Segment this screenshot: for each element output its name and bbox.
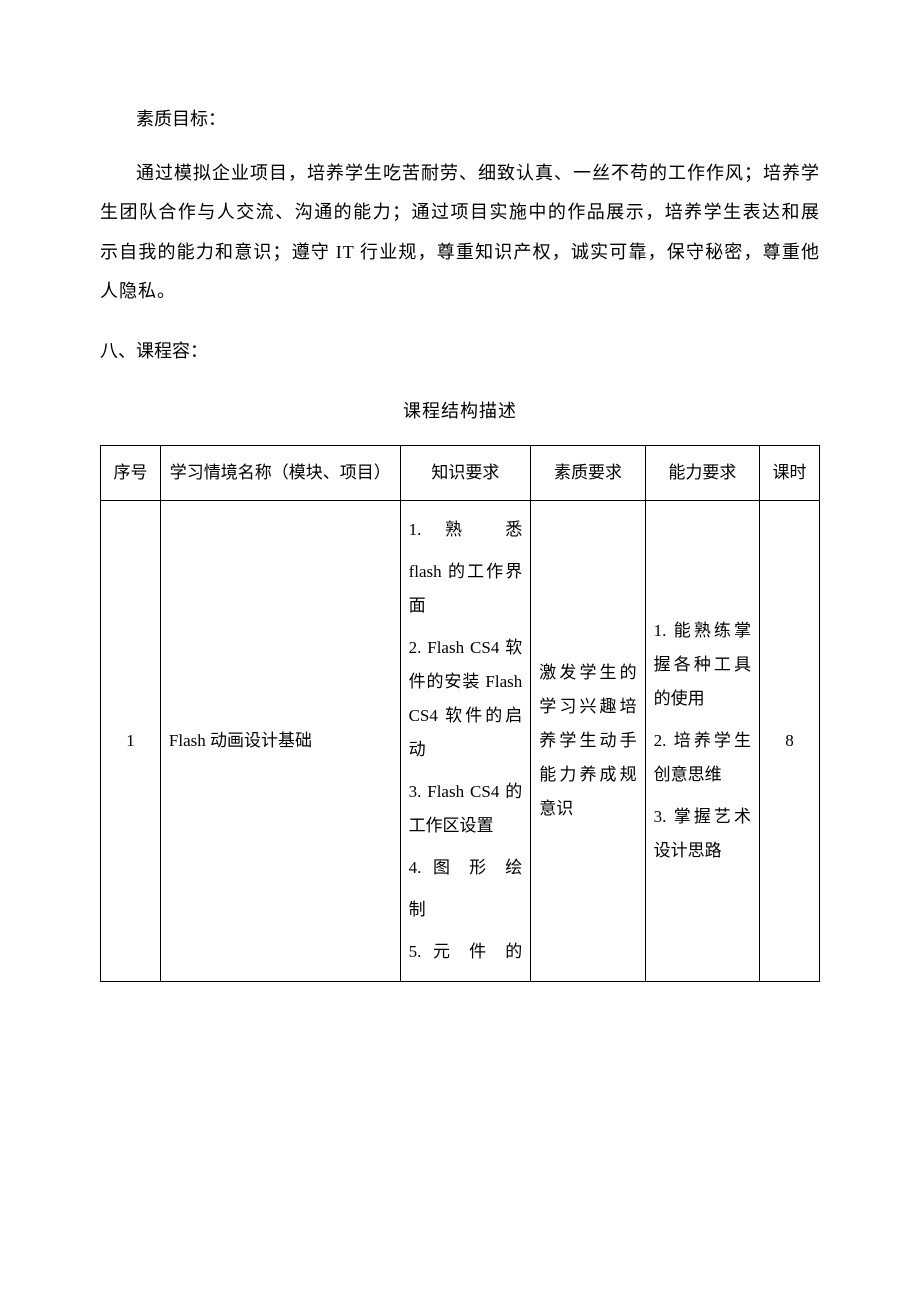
table-title: 课程结构描述: [100, 392, 820, 432]
knowledge-item-1a: 1. 熟 悉: [409, 513, 523, 547]
ability-item-3: 3. 掌握艺术设计思路: [654, 800, 751, 868]
cell-ability: 1. 能熟练掌握各种工具的使用 2. 培养学生创意思维 3. 掌握艺术设计思路: [645, 501, 759, 982]
header-quality: 素质要求: [531, 446, 645, 501]
quality-goal-paragraph: 通过模拟企业项目，培养学生吃苦耐劳、细致认真、一丝不苟的工作作风；培养学生团队合…: [100, 154, 820, 312]
cell-hours: 8: [760, 501, 820, 982]
knowledge-item-4b: 制: [409, 893, 523, 927]
table-header-row: 序号 学习情境名称（模块、项目） 知识要求 素质要求 能力要求 课时: [101, 446, 820, 501]
cell-name: Flash 动画设计基础: [160, 501, 400, 982]
knowledge-item-5a: 5. 元 件 的: [409, 935, 523, 969]
header-hours: 课时: [760, 446, 820, 501]
ability-item-1: 1. 能熟练掌握各种工具的使用: [654, 614, 751, 716]
header-name: 学习情境名称（模块、项目）: [160, 446, 400, 501]
knowledge-item-4a: 4. 图 形 绘: [409, 851, 523, 885]
header-ability: 能力要求: [645, 446, 759, 501]
table-row: 1 Flash 动画设计基础 1. 熟 悉 flash 的工作界面 2. Fla…: [101, 501, 820, 982]
quality-goal-heading: 素质目标：: [100, 100, 820, 140]
section-eight-heading: 八、课程容：: [100, 332, 820, 372]
header-seq: 序号: [101, 446, 161, 501]
knowledge-item-2: 2. Flash CS4 软件的安装 Flash CS4 软件的启动: [409, 631, 523, 767]
cell-quality: 激发学生的学习兴趣培养学生动手能力养成规意识: [531, 501, 645, 982]
header-knowledge: 知识要求: [400, 446, 531, 501]
ability-item-2: 2. 培养学生创意思维: [654, 724, 751, 792]
cell-knowledge: 1. 熟 悉 flash 的工作界面 2. Flash CS4 软件的安装 Fl…: [400, 501, 531, 982]
course-structure-table: 序号 学习情境名称（模块、项目） 知识要求 素质要求 能力要求 课时 1 Fla…: [100, 445, 820, 982]
knowledge-item-1b: flash 的工作界面: [409, 555, 523, 623]
cell-seq: 1: [101, 501, 161, 982]
knowledge-item-3: 3. Flash CS4 的工作区设置: [409, 775, 523, 843]
